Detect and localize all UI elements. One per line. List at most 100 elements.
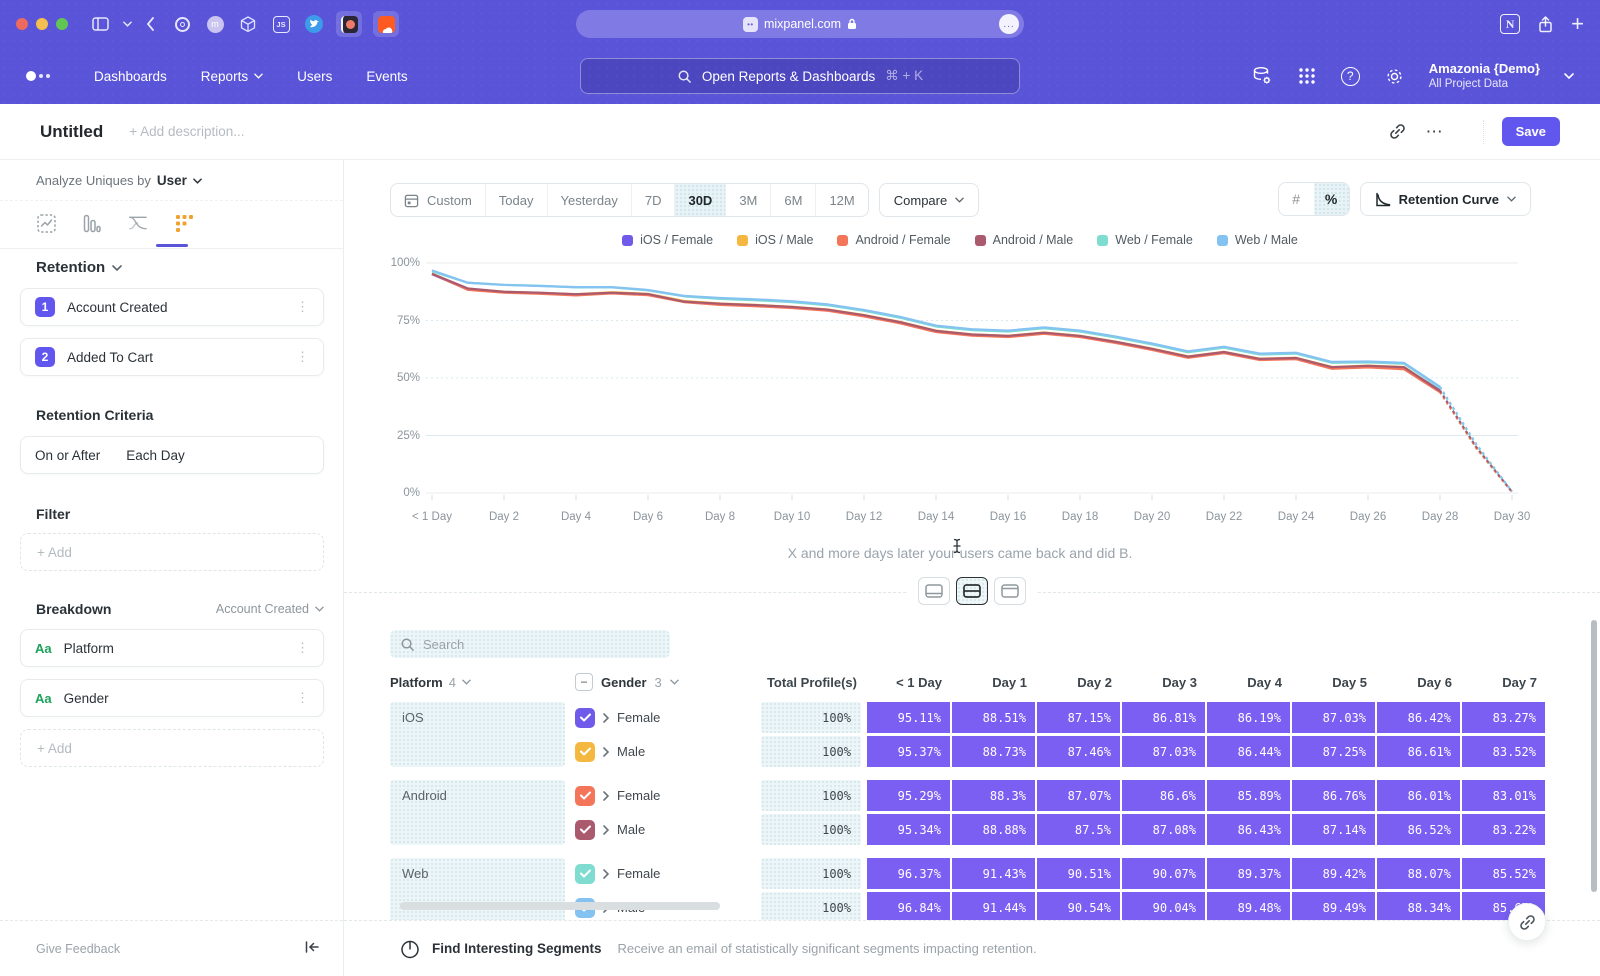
range-button-today[interactable]: Today bbox=[486, 184, 548, 216]
breakdown-item-platform[interactable]: Aa Platform ⋮ bbox=[20, 629, 324, 667]
breakdown-item-gender[interactable]: Aa Gender ⋮ bbox=[20, 679, 324, 717]
retention-value-cell[interactable]: 89.37% bbox=[1207, 858, 1290, 889]
criteria-mode[interactable]: On or After bbox=[35, 448, 100, 463]
help-icon[interactable]: ? bbox=[1341, 67, 1360, 86]
tab-funnels[interactable] bbox=[82, 210, 102, 236]
global-search-button[interactable]: Open Reports & Dashboards ⌘ + K bbox=[580, 58, 1020, 94]
horizontal-scrollbar[interactable] bbox=[400, 902, 720, 910]
bird-icon[interactable] bbox=[303, 13, 325, 35]
window-zoom-button[interactable] bbox=[56, 18, 68, 30]
column-day-5[interactable]: Day 5 bbox=[1292, 675, 1377, 690]
retention-value-cell[interactable]: 91.43% bbox=[952, 858, 1035, 889]
view-toggle-chart-only[interactable] bbox=[918, 577, 950, 605]
breakdown-scope-selector[interactable]: Account Created bbox=[216, 602, 324, 616]
view-toggle-split[interactable] bbox=[956, 577, 988, 605]
kebab-menu-icon[interactable]: ⋮ bbox=[296, 299, 309, 315]
column-total-profiles[interactable]: Total Profile(s) bbox=[761, 675, 867, 690]
add-filter-button[interactable]: + Add bbox=[20, 533, 324, 571]
add-breakdown-button[interactable]: + Add bbox=[20, 729, 324, 767]
retention-value-cell[interactable]: 95.29% bbox=[867, 780, 950, 811]
retention-value-cell[interactable]: 83.01% bbox=[1462, 780, 1545, 811]
share-icon[interactable] bbox=[1538, 16, 1553, 33]
platform-cell[interactable]: iOS bbox=[390, 702, 565, 767]
expand-chevron-icon[interactable] bbox=[603, 869, 609, 879]
table-search-input[interactable] bbox=[423, 637, 643, 652]
retention-value-cell[interactable]: 86.43% bbox=[1207, 814, 1290, 845]
range-button-6m[interactable]: 6M bbox=[771, 184, 816, 216]
new-tab-icon[interactable]: + bbox=[1571, 13, 1584, 35]
retention-value-cell[interactable]: 87.25% bbox=[1292, 736, 1375, 767]
retention-value-cell[interactable]: 90.51% bbox=[1037, 858, 1120, 889]
mixpanel-logo[interactable] bbox=[26, 71, 66, 81]
retention-value-cell[interactable]: 88.3% bbox=[952, 780, 1035, 811]
retention-value-cell[interactable]: 87.07% bbox=[1037, 780, 1120, 811]
legend-item[interactable]: Web / Female bbox=[1097, 233, 1193, 247]
expand-chevron-icon[interactable] bbox=[603, 747, 609, 757]
url-menu-icon[interactable]: ... bbox=[999, 14, 1019, 34]
retention-value-cell[interactable]: 86.52% bbox=[1377, 814, 1460, 845]
column-day-2[interactable]: Day 2 bbox=[1037, 675, 1122, 690]
retention-line-chart[interactable]: 100%75%50%25%0% < 1 DayDay 2Day 4Day 6Da… bbox=[390, 255, 1530, 525]
retention-value-cell[interactable]: 88.34% bbox=[1377, 892, 1460, 920]
tab-chevron-icon[interactable] bbox=[123, 21, 132, 27]
retention-value-cell[interactable]: 89.42% bbox=[1292, 858, 1375, 889]
save-button[interactable]: Save bbox=[1502, 117, 1560, 146]
retention-value-cell[interactable]: 90.07% bbox=[1122, 858, 1205, 889]
retention-value-cell[interactable]: 85.89% bbox=[1207, 780, 1290, 811]
series-checkbox[interactable] bbox=[575, 820, 595, 840]
column-platform[interactable]: Platform 4 bbox=[390, 675, 575, 690]
kebab-menu-icon[interactable]: ⋮ bbox=[296, 690, 309, 706]
retention-value-cell[interactable]: 95.37% bbox=[867, 736, 950, 767]
m-avatar-icon[interactable]: m bbox=[204, 13, 226, 35]
tab-flows[interactable] bbox=[128, 210, 148, 236]
more-menu-icon[interactable]: ⋯ bbox=[1426, 122, 1445, 142]
column-day-3[interactable]: Day 3 bbox=[1122, 675, 1207, 690]
target-icon[interactable] bbox=[171, 13, 193, 35]
retention-value-cell[interactable]: 88.73% bbox=[952, 736, 1035, 767]
window-close-button[interactable] bbox=[16, 18, 28, 30]
settings-gear-icon[interactable] bbox=[1384, 66, 1405, 87]
retention-value-cell[interactable]: 90.54% bbox=[1037, 892, 1120, 920]
retention-value-cell[interactable]: 88.07% bbox=[1377, 858, 1460, 889]
retention-value-cell[interactable]: 87.08% bbox=[1122, 814, 1205, 845]
legend-item[interactable]: iOS / Male bbox=[737, 233, 813, 247]
expand-chevron-icon[interactable] bbox=[603, 791, 609, 801]
table-search[interactable] bbox=[390, 630, 670, 658]
kebab-menu-icon[interactable]: ⋮ bbox=[296, 349, 309, 365]
range-button-12m[interactable]: 12M bbox=[816, 184, 867, 216]
share-link-fab[interactable] bbox=[1508, 903, 1546, 941]
tab-insights[interactable] bbox=[36, 210, 56, 236]
tab-retention[interactable] bbox=[174, 210, 194, 236]
expand-chevron-icon[interactable] bbox=[603, 825, 609, 835]
retention-value-cell[interactable]: 83.52% bbox=[1462, 736, 1545, 767]
legend-item[interactable]: Web / Male bbox=[1217, 233, 1298, 247]
add-description-button[interactable]: + Add description... bbox=[129, 124, 244, 139]
retention-value-cell[interactable]: 87.03% bbox=[1122, 736, 1205, 767]
retention-value-cell[interactable]: 96.84% bbox=[867, 892, 950, 920]
range-button-3m[interactable]: 3M bbox=[726, 184, 771, 216]
nav-item-dashboards[interactable]: Dashboards bbox=[94, 69, 167, 84]
series-checkbox[interactable] bbox=[575, 708, 595, 728]
give-feedback-link[interactable]: Give Feedback bbox=[36, 942, 120, 956]
retention-value-cell[interactable]: 87.03% bbox=[1292, 702, 1375, 733]
cloud-icon[interactable] bbox=[373, 11, 399, 37]
retention-value-cell[interactable]: 87.5% bbox=[1037, 814, 1120, 845]
range-button-yesterday[interactable]: Yesterday bbox=[548, 184, 632, 216]
retention-value-cell[interactable]: 95.11% bbox=[867, 702, 950, 733]
project-chevron-icon[interactable] bbox=[1564, 73, 1574, 79]
column-day-1[interactable]: Day 1 bbox=[952, 675, 1037, 690]
nav-item-users[interactable]: Users bbox=[297, 69, 332, 84]
column-day-7[interactable]: Day 7 bbox=[1462, 675, 1547, 690]
retention-value-cell[interactable]: 91.44% bbox=[952, 892, 1035, 920]
kebab-menu-icon[interactable]: ⋮ bbox=[296, 640, 309, 656]
chart-type-selector[interactable]: Retention Curve bbox=[1360, 182, 1531, 216]
gender-cell[interactable]: Female bbox=[575, 858, 755, 889]
retention-value-cell[interactable]: 89.49% bbox=[1292, 892, 1375, 920]
retention-value-cell[interactable]: 88.88% bbox=[952, 814, 1035, 845]
retention-value-cell[interactable]: 87.15% bbox=[1037, 702, 1120, 733]
vertical-scrollbar[interactable] bbox=[1591, 620, 1597, 892]
count-toggle-number[interactable]: # bbox=[1279, 183, 1314, 215]
retention-value-cell[interactable]: 95.34% bbox=[867, 814, 950, 845]
series-checkbox[interactable] bbox=[575, 786, 595, 806]
retention-value-cell[interactable]: 86.61% bbox=[1377, 736, 1460, 767]
